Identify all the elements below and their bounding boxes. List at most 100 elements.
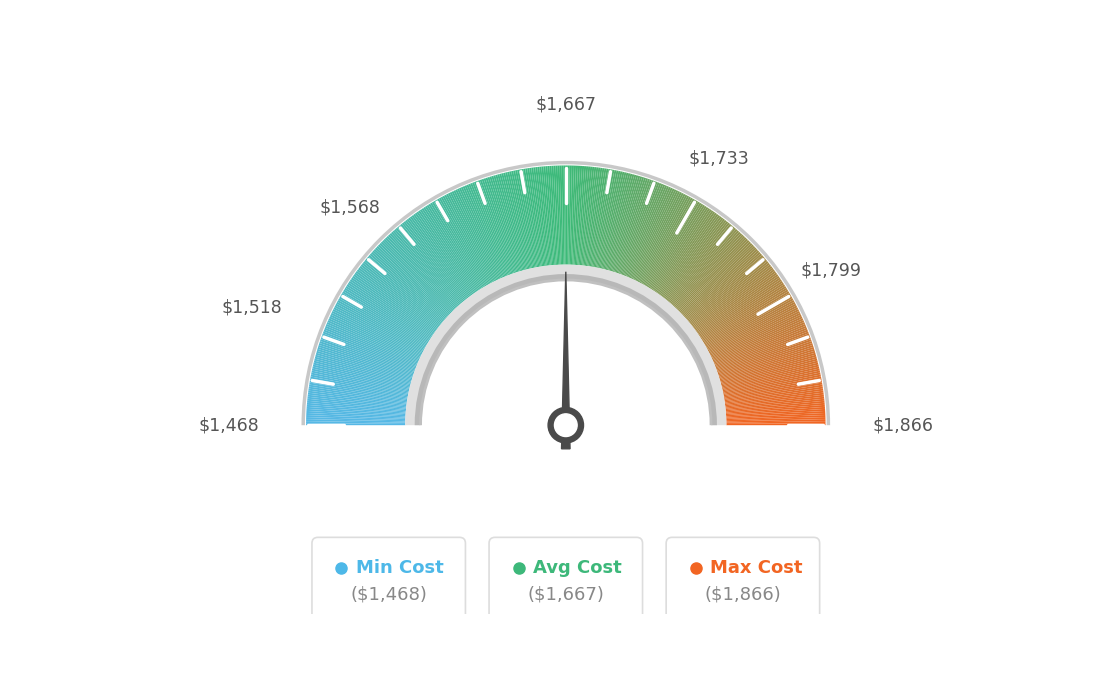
Wedge shape bbox=[422, 208, 478, 292]
Wedge shape bbox=[566, 166, 567, 265]
Wedge shape bbox=[513, 170, 534, 268]
Wedge shape bbox=[712, 318, 804, 360]
Wedge shape bbox=[686, 252, 761, 319]
Wedge shape bbox=[612, 177, 643, 272]
Wedge shape bbox=[320, 339, 414, 373]
Wedge shape bbox=[560, 166, 563, 265]
Wedge shape bbox=[550, 166, 558, 265]
Wedge shape bbox=[656, 210, 713, 293]
Text: $1,568: $1,568 bbox=[319, 198, 380, 216]
Wedge shape bbox=[403, 221, 466, 300]
Wedge shape bbox=[426, 205, 481, 290]
Wedge shape bbox=[353, 274, 435, 333]
Wedge shape bbox=[652, 207, 709, 291]
Wedge shape bbox=[641, 196, 689, 284]
Wedge shape bbox=[405, 265, 726, 425]
Wedge shape bbox=[718, 341, 813, 375]
Wedge shape bbox=[651, 206, 707, 290]
Wedge shape bbox=[650, 205, 705, 290]
Wedge shape bbox=[323, 330, 416, 367]
Wedge shape bbox=[341, 293, 427, 344]
Wedge shape bbox=[677, 237, 746, 310]
Wedge shape bbox=[720, 351, 815, 380]
Wedge shape bbox=[625, 184, 664, 277]
Wedge shape bbox=[375, 248, 448, 316]
Wedge shape bbox=[509, 171, 532, 268]
Wedge shape bbox=[585, 167, 598, 266]
Wedge shape bbox=[564, 166, 566, 265]
Wedge shape bbox=[643, 197, 691, 284]
Text: $1,468: $1,468 bbox=[198, 416, 258, 434]
Wedge shape bbox=[716, 333, 809, 370]
Wedge shape bbox=[678, 239, 749, 310]
Wedge shape bbox=[599, 171, 623, 268]
Wedge shape bbox=[655, 209, 712, 293]
Wedge shape bbox=[667, 224, 731, 302]
Wedge shape bbox=[455, 189, 499, 280]
Wedge shape bbox=[347, 284, 431, 339]
Wedge shape bbox=[696, 273, 777, 332]
Wedge shape bbox=[322, 331, 416, 368]
Text: $1,866: $1,866 bbox=[873, 416, 934, 434]
Wedge shape bbox=[555, 166, 561, 265]
Wedge shape bbox=[716, 337, 810, 372]
Wedge shape bbox=[726, 417, 826, 422]
Wedge shape bbox=[312, 366, 410, 390]
Wedge shape bbox=[309, 381, 407, 399]
Wedge shape bbox=[594, 169, 613, 267]
Wedge shape bbox=[704, 293, 790, 344]
Wedge shape bbox=[307, 405, 406, 414]
Wedge shape bbox=[562, 166, 564, 265]
Wedge shape bbox=[415, 274, 716, 425]
Wedge shape bbox=[367, 257, 444, 322]
Wedge shape bbox=[312, 364, 410, 389]
Wedge shape bbox=[488, 177, 519, 272]
Text: ($1,468): ($1,468) bbox=[350, 585, 427, 603]
Wedge shape bbox=[692, 266, 773, 328]
Wedge shape bbox=[325, 328, 417, 366]
Wedge shape bbox=[381, 241, 453, 313]
Wedge shape bbox=[388, 235, 457, 308]
Wedge shape bbox=[434, 201, 485, 287]
Wedge shape bbox=[311, 373, 408, 394]
Wedge shape bbox=[343, 290, 428, 342]
Wedge shape bbox=[446, 194, 492, 283]
Wedge shape bbox=[306, 423, 405, 425]
Wedge shape bbox=[718, 343, 813, 375]
Wedge shape bbox=[459, 188, 501, 279]
Wedge shape bbox=[574, 166, 582, 265]
Wedge shape bbox=[567, 166, 570, 265]
Wedge shape bbox=[493, 175, 522, 271]
Wedge shape bbox=[714, 328, 807, 366]
Wedge shape bbox=[725, 393, 824, 406]
Text: Min Cost: Min Cost bbox=[355, 559, 444, 577]
Wedge shape bbox=[712, 317, 803, 359]
Wedge shape bbox=[385, 237, 455, 310]
Wedge shape bbox=[602, 172, 626, 269]
Wedge shape bbox=[629, 187, 671, 278]
Wedge shape bbox=[310, 377, 408, 396]
Wedge shape bbox=[306, 411, 405, 417]
Wedge shape bbox=[346, 286, 431, 340]
Wedge shape bbox=[631, 188, 675, 279]
Wedge shape bbox=[317, 351, 412, 380]
Wedge shape bbox=[596, 170, 616, 268]
Wedge shape bbox=[540, 166, 551, 266]
Wedge shape bbox=[541, 166, 552, 266]
Wedge shape bbox=[619, 180, 654, 274]
Wedge shape bbox=[331, 313, 421, 357]
Wedge shape bbox=[321, 335, 415, 371]
Wedge shape bbox=[649, 204, 703, 289]
Wedge shape bbox=[335, 306, 423, 353]
Wedge shape bbox=[413, 214, 473, 295]
Wedge shape bbox=[558, 166, 562, 265]
Wedge shape bbox=[373, 249, 448, 317]
Wedge shape bbox=[362, 263, 440, 326]
Wedge shape bbox=[311, 371, 408, 393]
Wedge shape bbox=[531, 168, 545, 266]
Wedge shape bbox=[339, 297, 426, 347]
Polygon shape bbox=[562, 272, 570, 448]
Wedge shape bbox=[391, 232, 458, 306]
Wedge shape bbox=[351, 277, 434, 335]
Wedge shape bbox=[350, 279, 433, 336]
